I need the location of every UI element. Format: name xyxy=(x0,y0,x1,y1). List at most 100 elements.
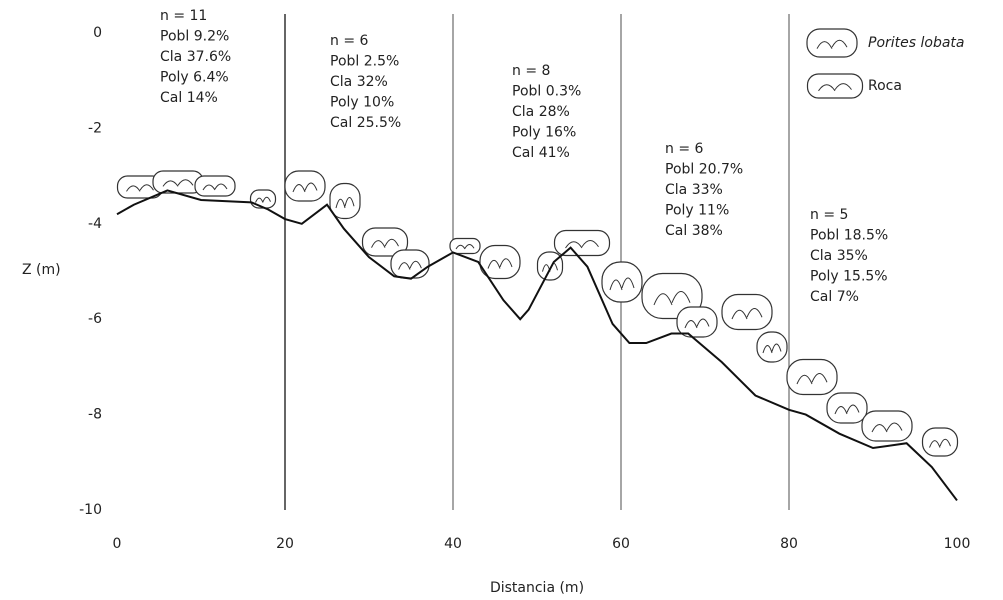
annotation: Cal 14% xyxy=(160,90,218,106)
annotation: Poly 16% xyxy=(512,125,576,141)
coral-shape xyxy=(921,427,959,457)
annotation: Cal 25.5% xyxy=(330,115,401,131)
annotation: Cla 33% xyxy=(665,182,723,198)
coral-outline xyxy=(756,331,788,363)
y-tick-label: -8 xyxy=(88,407,102,423)
coral-detail xyxy=(796,373,828,385)
coral-outline xyxy=(786,358,838,396)
y-tick-label: -6 xyxy=(88,311,102,327)
coral-outline xyxy=(921,427,959,457)
coral-detail xyxy=(731,308,763,320)
coral-outline xyxy=(536,251,564,281)
coral-outline xyxy=(390,249,430,279)
coral-shape xyxy=(861,410,913,442)
coral-detail xyxy=(371,238,399,248)
coral-detail xyxy=(202,183,228,191)
annotation: Pobl 18.5% xyxy=(810,228,888,244)
coral-detail xyxy=(684,318,710,329)
coral-outline xyxy=(194,175,236,197)
annotation: Pobl 20.7% xyxy=(665,162,743,178)
coral-shape xyxy=(806,73,864,99)
coral-outline xyxy=(806,28,858,58)
coral-outline xyxy=(449,237,481,255)
coral-outline xyxy=(676,306,718,338)
annotation: Cal 41% xyxy=(512,145,570,161)
coral-detail xyxy=(653,291,691,306)
coral-detail xyxy=(398,260,422,270)
annotation: Poly 6.4% xyxy=(160,70,229,86)
profile-line xyxy=(116,189,958,502)
coral-outline xyxy=(329,182,361,220)
x-tick-label: 40 xyxy=(444,536,462,552)
coral-detail xyxy=(762,343,782,354)
x-axis-label: Distancia (m) xyxy=(490,580,584,596)
y-tick-label: -10 xyxy=(79,502,102,518)
annotation: Poly 10% xyxy=(330,95,394,111)
y-tick-label: -2 xyxy=(88,120,102,136)
annotation: n = 8 xyxy=(512,63,550,79)
x-tick-label: 80 xyxy=(780,536,798,552)
coral-shape xyxy=(361,227,409,257)
annotation: Pobl 0.3% xyxy=(512,84,581,100)
coral-detail xyxy=(126,184,154,192)
coral-detail xyxy=(609,277,635,291)
coral-detail xyxy=(292,182,318,193)
coral-outline xyxy=(249,189,277,209)
coral-detail xyxy=(818,83,852,92)
annotation: Cla 32% xyxy=(330,74,388,90)
annotation: n = 5 xyxy=(810,207,848,223)
annotation: n = 6 xyxy=(330,33,369,49)
annotation: Cal 7% xyxy=(810,289,859,305)
y-axis-label: Z (m) xyxy=(22,262,61,278)
coral-shape xyxy=(329,182,361,220)
x-tick-label: 100 xyxy=(944,536,971,552)
coral-detail xyxy=(929,438,951,448)
coral-shape xyxy=(536,251,564,281)
coral-outline xyxy=(361,227,409,257)
coral-detail xyxy=(255,196,271,203)
coral-shape xyxy=(601,261,643,303)
coral-shape xyxy=(249,189,277,209)
coral-outline xyxy=(601,261,643,303)
x-tick-label: 60 xyxy=(612,536,630,552)
coral-shape xyxy=(284,170,326,202)
coral-shape xyxy=(721,293,773,331)
coral-outline xyxy=(826,392,868,424)
coral-outline xyxy=(553,229,611,257)
coral-shape xyxy=(479,244,521,280)
annotation: Poly 15.5% xyxy=(810,269,888,285)
y-tick-label: -4 xyxy=(88,216,102,232)
coral-detail xyxy=(834,404,860,415)
x-tick-label: 20 xyxy=(276,536,294,552)
legend-label: Porites lobata xyxy=(868,35,965,51)
coral-shape xyxy=(786,358,838,396)
annotation: Cla 28% xyxy=(512,104,570,120)
coral-shape xyxy=(676,306,718,338)
annotation: Poly 11% xyxy=(665,203,729,219)
annotation: Pobl 2.5% xyxy=(330,54,399,70)
annotation: n = 6 xyxy=(665,141,704,157)
coral-outline xyxy=(806,73,864,99)
coral-outline xyxy=(284,170,326,202)
annotation: Cal 38% xyxy=(665,223,723,239)
coral-shape xyxy=(194,175,236,197)
annotation: Cla 37.6% xyxy=(160,49,231,65)
coral-shape xyxy=(390,249,430,279)
coral-shape xyxy=(449,237,481,255)
annotation: Cla 35% xyxy=(810,248,868,264)
coral-detail xyxy=(455,244,475,250)
annotation: n = 11 xyxy=(160,8,207,24)
coral-detail xyxy=(162,179,194,187)
coral-shape xyxy=(806,28,858,58)
coral-detail xyxy=(871,422,903,433)
coral-shape xyxy=(553,229,611,257)
coral-detail xyxy=(487,258,513,269)
x-tick-label: 0 xyxy=(113,536,122,552)
coral-outline xyxy=(479,244,521,280)
coral-detail xyxy=(335,197,355,209)
coral-detail xyxy=(816,39,848,49)
annotation: Pobl 9.2% xyxy=(160,29,229,45)
coral-detail xyxy=(565,240,599,249)
y-tick-label: 0 xyxy=(93,25,102,41)
